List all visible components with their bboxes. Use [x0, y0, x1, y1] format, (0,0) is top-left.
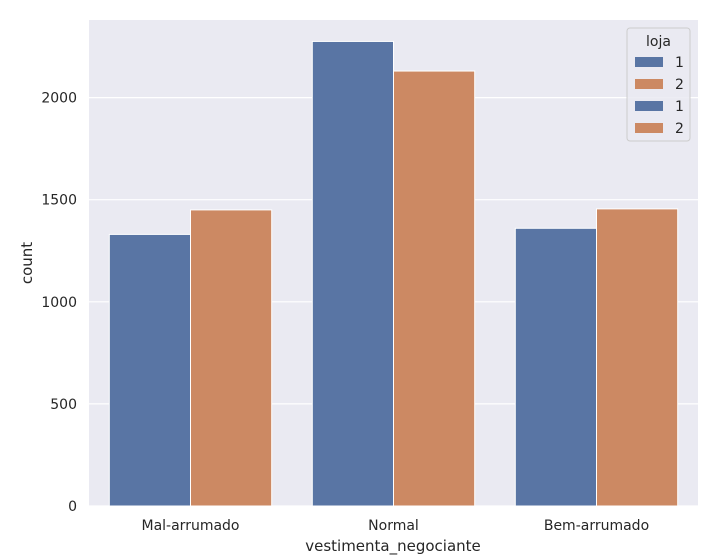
x-tick-label: Mal-arrumado: [142, 518, 240, 534]
x-axis-label: vestimenta_negociante: [305, 537, 481, 556]
legend-entry-label: 2: [675, 77, 684, 93]
legend-swatch: [635, 101, 663, 111]
legend-entry-label: 1: [675, 55, 684, 71]
y-axis-ticks: 0 500 1000 1500 2000: [41, 91, 77, 515]
bar-mal-arrumado-loja-1: [108, 233, 191, 507]
y-tick-label: 2000: [41, 91, 77, 107]
legend-swatch: [635, 123, 663, 133]
x-axis-ticks: Mal-arrumado Normal Bem-arrumado: [142, 518, 650, 534]
bar-mal-arrumado-loja-2: [190, 209, 273, 507]
legend-title: loja: [646, 34, 671, 50]
legend-entry-label: 2: [675, 121, 684, 137]
y-tick-label: 0: [68, 499, 77, 515]
x-tick-label: Bem-arrumado: [544, 518, 649, 534]
y-tick-label: 500: [50, 397, 77, 413]
bar-normal-loja-2: [393, 70, 476, 507]
y-tick-label: 1500: [41, 193, 77, 209]
bars: [108, 40, 679, 507]
bar-bem-arrumado-loja-1: [514, 227, 597, 507]
y-tick-label: 1000: [41, 295, 77, 311]
bar-bem-arrumado-loja-2: [596, 208, 679, 507]
y-axis-label: count: [18, 242, 36, 284]
bar-normal-loja-1: [311, 40, 394, 507]
legend-entry-label: 1: [675, 99, 684, 115]
x-tick-label: Normal: [368, 518, 419, 534]
legend-swatch: [635, 79, 663, 89]
legend-swatch: [635, 57, 663, 67]
